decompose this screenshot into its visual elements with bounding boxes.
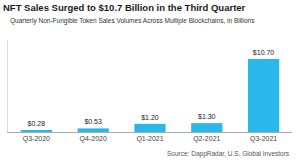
svg-text:Quarterly Non-Fungible Token S: Quarterly Non-Fungible Token Sales Volum… (10, 17, 255, 25)
svg-text:Q4-2020: Q4-2020 (80, 135, 107, 143)
svg-text:$10.70: $10.70 (253, 49, 275, 56)
svg-text:NFT Sales Surged to $10.7 Bill: NFT Sales Surged to $10.7 Billion in the… (3, 2, 246, 13)
svg-text:$1.30: $1.30 (198, 113, 216, 120)
svg-text:Q3-2020: Q3-2020 (23, 135, 50, 143)
svg-text:Source: DappRadar, U.S. Global: Source: DappRadar, U.S. Global Investors (167, 150, 290, 158)
svg-text:Q3-2021: Q3-2021 (250, 135, 277, 143)
svg-text:Q2-2021: Q2-2021 (193, 135, 220, 143)
svg-text:$0.53: $0.53 (84, 118, 102, 125)
svg-text:$0.28: $0.28 (28, 120, 46, 127)
svg-text:$1.20: $1.20 (141, 114, 159, 121)
svg-text:Q1-2021: Q1-2021 (136, 135, 163, 143)
